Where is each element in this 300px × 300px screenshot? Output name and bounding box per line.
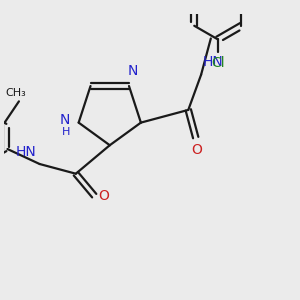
Text: Cl: Cl bbox=[211, 56, 225, 70]
Text: N: N bbox=[127, 64, 138, 78]
Text: HN: HN bbox=[15, 145, 36, 159]
Text: O: O bbox=[98, 189, 109, 202]
Text: O: O bbox=[192, 143, 203, 157]
Text: HN: HN bbox=[202, 55, 223, 69]
Text: CH₃: CH₃ bbox=[5, 88, 26, 98]
Text: N: N bbox=[59, 113, 70, 127]
Text: H: H bbox=[61, 127, 70, 137]
